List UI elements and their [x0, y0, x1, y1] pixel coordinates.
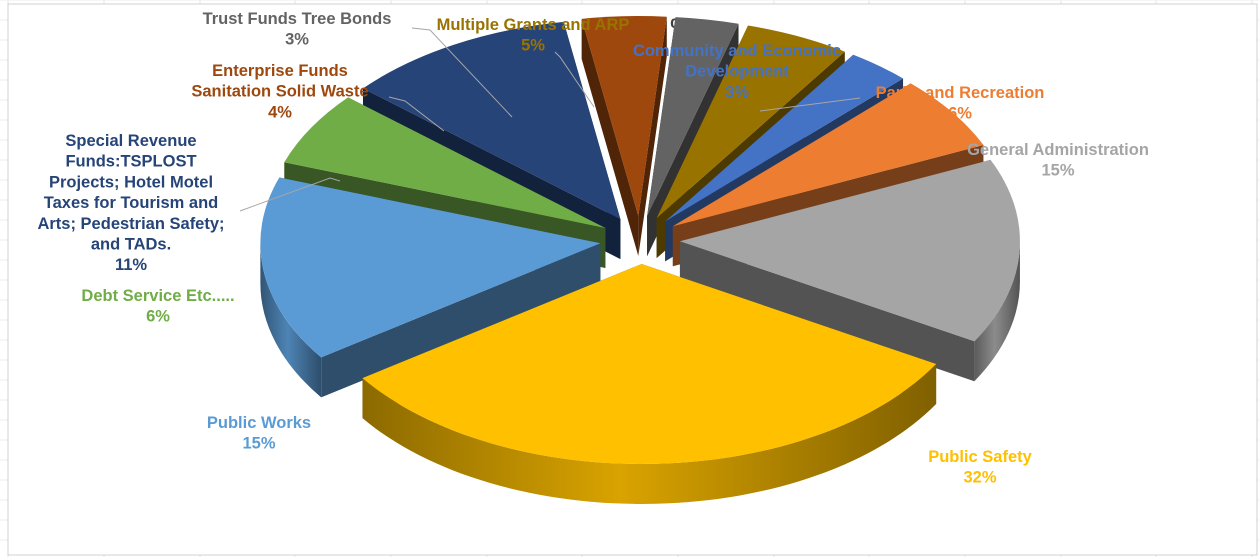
leader-line [411, 27, 513, 118]
pie-slice-top [656, 25, 845, 219]
pie-slice-top [362, 21, 621, 220]
data-label-percent: 5% [521, 37, 545, 55]
data-label-category: Development [685, 63, 789, 81]
pie-slice [581, 16, 667, 257]
leader-line [239, 177, 341, 212]
data-label-category: Taxes for Tourism and [44, 194, 219, 212]
pie-slice-wall [974, 241, 1020, 382]
data-label-category: Public Works [207, 414, 311, 432]
data-label: Public Safety 32% [928, 448, 1032, 487]
pie-slice-wall [362, 363, 937, 504]
data-label: Trust Funds Tree Bonds 3% [203, 10, 392, 49]
pie-slice-top [284, 97, 606, 228]
pie-slice-top [679, 159, 1020, 342]
data-label: Debt Service Etc..... 6% [81, 287, 234, 326]
data-label-percent: 6% [146, 308, 170, 326]
data-label-percent: 15% [1041, 162, 1074, 180]
data-label: Public Works 15% [207, 414, 311, 453]
data-label-category: Enterprise Funds [212, 62, 348, 80]
pie-slice-top [260, 177, 601, 358]
data-label-category: General Administration [967, 141, 1149, 159]
data-label-category: Trust Funds Tree Bonds [203, 10, 392, 28]
pie-slice-side [679, 241, 975, 382]
data-label: General Administration 15% [967, 141, 1149, 180]
data-label-category: Arts; Pedestrian Safety; [37, 215, 224, 233]
data-label: Multiple Grants and ARP 5% [437, 16, 630, 55]
data-label-category: Public Safety [928, 448, 1032, 466]
pie-slice [260, 177, 601, 398]
pie-slice-top [647, 17, 739, 217]
leader-line [554, 51, 595, 108]
data-label-category: Special Revenue [65, 132, 196, 150]
pie-slice [679, 159, 1020, 382]
data-label-percent: 6% [948, 105, 972, 123]
data-label: Community and Economic Development 3% [633, 42, 841, 101]
data-label-category: Multiple Grants and ARP [437, 16, 630, 34]
data-label-percent: 32% [963, 469, 996, 487]
data-label: Special Revenue Funds:TSPLOST Projects; Ho… [37, 132, 224, 274]
data-label-category: and TADs. [91, 236, 171, 254]
pie-slice-top [581, 16, 667, 217]
pie-slice-wall [260, 243, 322, 398]
data-label-percent: 3% [725, 83, 749, 101]
data-label-percent: 4% [268, 103, 292, 121]
pie-slice-top [665, 54, 904, 222]
pie-slice-top [672, 83, 984, 227]
data-label-percent: 15% [242, 435, 275, 453]
pie-slice-side [321, 243, 601, 398]
pie-slice [362, 263, 937, 504]
data-label-category: Sanitation Solid Waste [191, 83, 368, 101]
data-label-percent: 11% [115, 256, 147, 274]
data-label-percent: 3% [285, 31, 309, 49]
pie-slice-side [638, 16, 667, 257]
leader-line [388, 96, 445, 132]
data-label-category: Funds:TSPLOST [65, 153, 196, 171]
data-label: Parks and Recreation 6% [876, 84, 1045, 123]
pie-slice-top [362, 263, 937, 464]
data-label-category: Projects; Hotel Motel [49, 173, 213, 191]
leader-line [759, 97, 861, 112]
data-label: Enterprise Funds Sanitation Solid Waste 4% [191, 62, 368, 121]
data-label-category: Debt Service Etc..... [81, 287, 234, 305]
data-label-category: Community and Economic [633, 42, 841, 60]
data-label-category: Parks and Recreation [876, 84, 1045, 102]
pie-slice-side [581, 18, 639, 257]
